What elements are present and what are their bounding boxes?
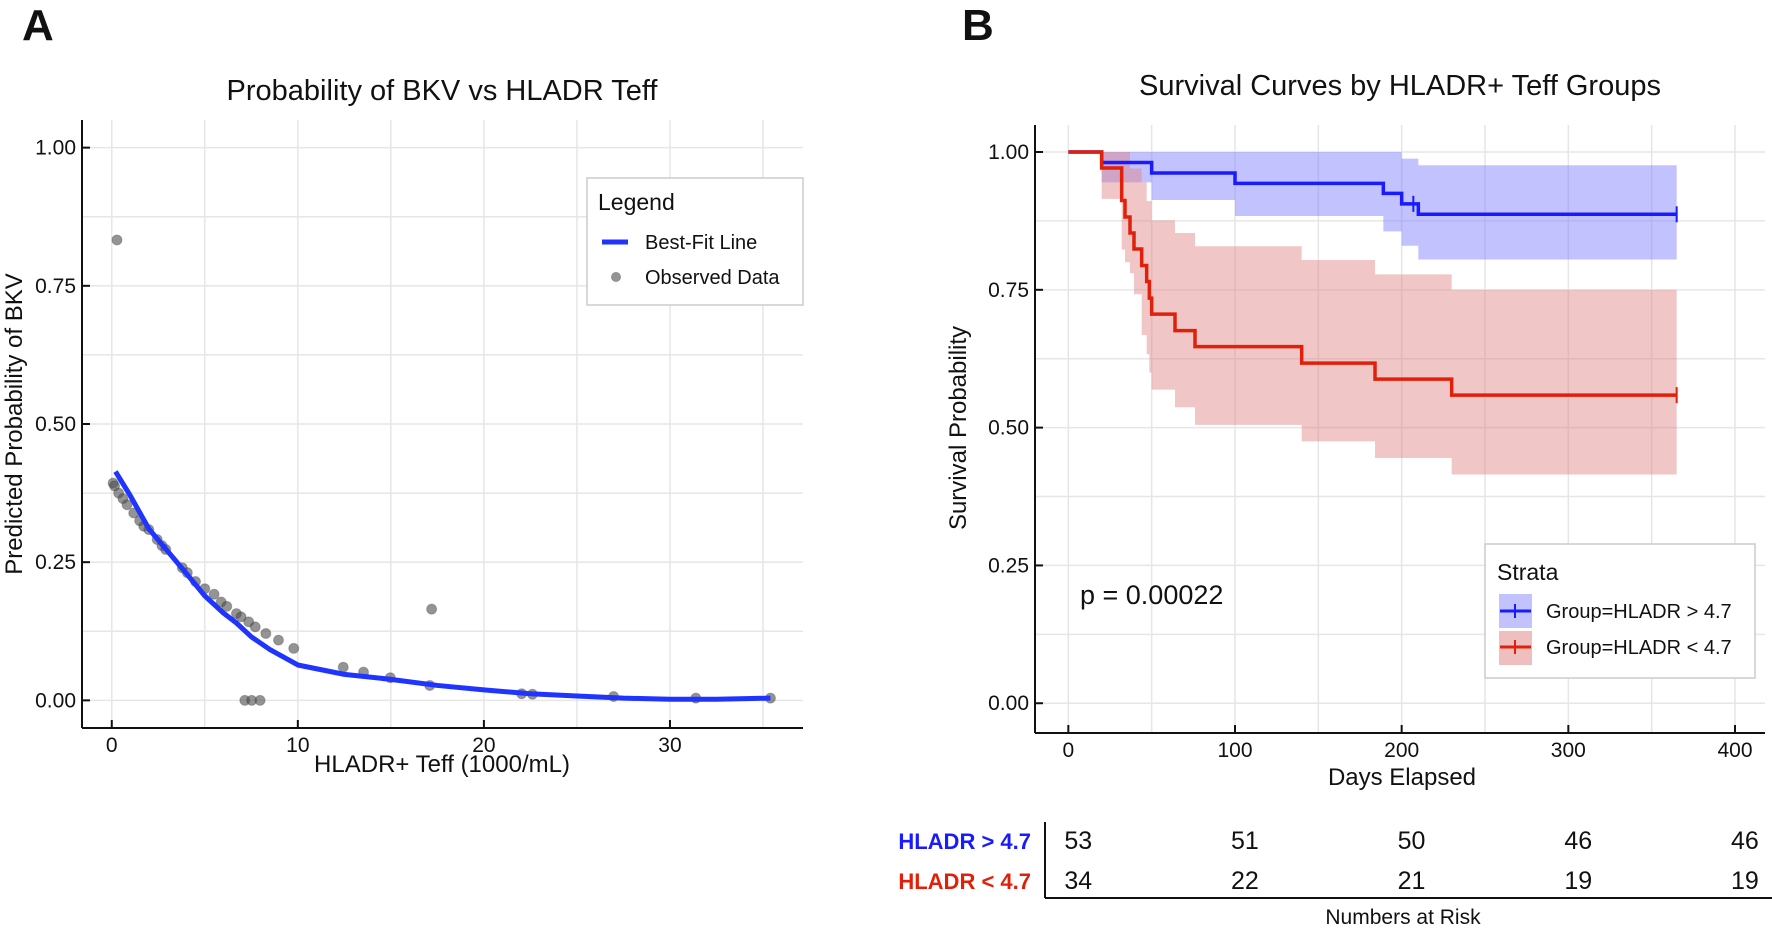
observed-data-point: [235, 611, 247, 623]
y-tick-label: 0.25: [35, 551, 76, 574]
observed-data-point: [272, 634, 284, 646]
x-tick-label: 100: [1217, 739, 1252, 762]
legend-entry-best-fit: Best-Fit Line: [645, 232, 757, 254]
chart-b-xlabel: Days Elapsed: [1328, 764, 1476, 791]
observed-data-point: [426, 603, 438, 615]
chart-a-marks: [107, 234, 776, 706]
chart-b-legend: Strata Group=HLADR > 4.7 Group=HLADR < 4…: [1484, 543, 1756, 679]
observed-data-point: [111, 234, 123, 246]
chart-b-axes: 0 100 200 300 400 0.00 0.25 0.50 0.75 1.00: [988, 125, 1765, 762]
observed-data-point: [337, 661, 349, 673]
legend-title: Legend: [598, 189, 675, 215]
chart-b-marks: [1068, 150, 1678, 475]
risk-count: 46: [1731, 827, 1759, 855]
x-tick-label: 10: [286, 734, 309, 757]
observed-data-point: [254, 694, 266, 706]
panel-label-a: A: [22, 1, 54, 50]
survival-curve-low: [1068, 150, 1677, 397]
risk-count: 22: [1231, 867, 1259, 895]
risk-row-label: HLADR < 4.7: [898, 869, 1031, 894]
x-tick-label: 20: [472, 734, 495, 757]
x-tick-label: 0: [1062, 739, 1074, 762]
chart-a-ylabel: Predicted Probability of BKV: [1, 273, 28, 575]
risk-count: 51: [1231, 827, 1259, 855]
chart-a-legend: Legend Best-Fit Line Observed Data: [586, 177, 804, 306]
observed-data-point: [121, 499, 133, 511]
x-tick-label: 300: [1551, 739, 1586, 762]
x-tick-label: 200: [1384, 739, 1419, 762]
chart-b-title: Survival Curves by HLADR+ Teff Groups: [1139, 70, 1661, 102]
y-tick-label: 0.75: [988, 279, 1029, 302]
risk-count: 21: [1398, 867, 1426, 895]
chart-a-title: Probability of BKV vs HLADR Teff: [227, 75, 659, 107]
risk-row-label: HLADR > 4.7: [898, 829, 1031, 854]
y-tick-label: 0.50: [35, 413, 76, 436]
risk-count: 53: [1064, 827, 1092, 855]
risk-count: 34: [1064, 867, 1092, 895]
y-tick-label: 1.00: [988, 141, 1029, 164]
risk-table: Numbers at Risk HLADR > 4.7 53 51 50 46 46 HLA…: [898, 822, 1772, 929]
x-tick-label: 30: [658, 734, 681, 757]
y-tick-label: 0.75: [35, 275, 76, 298]
legend-entry-low: Group=HLADR < 4.7: [1546, 637, 1732, 659]
y-tick-label: 0.00: [988, 692, 1029, 715]
observed-data-point: [260, 627, 272, 639]
chart-b-ylabel: Survival Probability: [945, 326, 972, 530]
chart-a-axes: 0 10 20 30 0.00 0.25 0.50 0.75 1.00: [35, 120, 803, 757]
x-tick-label: 0: [106, 734, 118, 757]
p-value-annotation: p = 0.00022: [1080, 580, 1223, 610]
y-tick-label: 0.50: [988, 417, 1029, 440]
y-tick-label: 0.00: [35, 689, 76, 712]
chart-a-xlabel: HLADR+ Teff (1000/mL): [314, 751, 570, 778]
legend-entry-high: Group=HLADR > 4.7: [1546, 601, 1732, 623]
observed-data-point: [208, 588, 220, 600]
risk-count: 50: [1398, 827, 1426, 855]
best-fit-line: [113, 470, 771, 702]
observed-data-point: [249, 621, 261, 633]
scatter-chart: Probability of BKV vs HLADR Teff 0 10 20 30…: [1, 75, 804, 778]
y-tick-label: 0.25: [988, 554, 1029, 577]
risk-count: 19: [1564, 867, 1592, 895]
x-tick-label: 400: [1717, 739, 1752, 762]
legend-title: Strata: [1497, 559, 1559, 585]
survival-chart: Survival Curves by HLADR+ Teff Groups 0 1…: [898, 70, 1772, 929]
confidence-band-high: [1068, 152, 1677, 260]
legend-entry-observed: Observed Data: [645, 267, 780, 289]
chart-a-grid: [82, 120, 803, 728]
panel-label-b: B: [962, 1, 994, 50]
risk-count: 46: [1564, 827, 1592, 855]
legend-swatch-point: [611, 272, 621, 282]
observed-data-point: [221, 600, 233, 612]
risk-count: 19: [1731, 867, 1759, 895]
risk-table-title: Numbers at Risk: [1325, 906, 1481, 929]
chart-b-grid: [1035, 125, 1765, 733]
observed-data-point: [288, 642, 300, 654]
survival-curve-high: [1068, 150, 1677, 217]
y-tick-label: 1.00: [35, 137, 76, 160]
